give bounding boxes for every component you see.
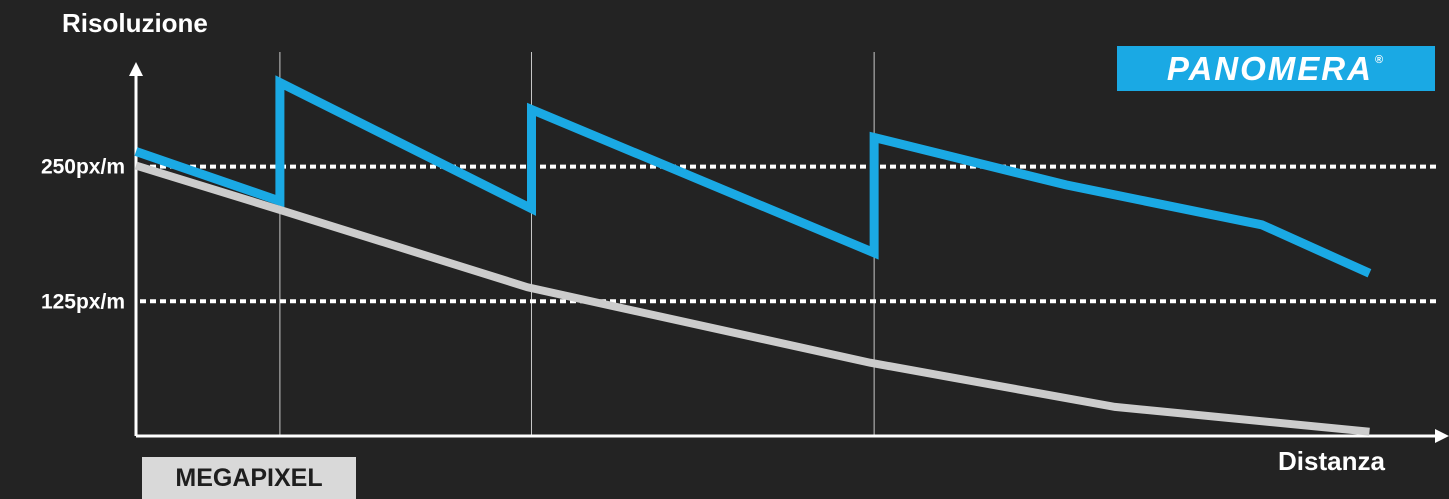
y-axis-arrow <box>129 62 143 76</box>
panomera-logo-text: PANOMERA <box>1166 49 1373 87</box>
x-axis-arrow <box>1435 429 1449 443</box>
series-line-megapixel <box>134 161 1370 436</box>
y-tick-label-2: 125px/m <box>41 290 125 313</box>
megapixel-legend-badge: MEGAPIXEL <box>142 457 356 499</box>
x-axis-title: Distanza <box>1278 446 1385 476</box>
panomera-legend-badge: PANOMERA ® <box>1117 46 1435 91</box>
series-line-panomera <box>134 75 1372 278</box>
y-axis-title: Risoluzione <box>62 8 208 38</box>
registered-mark: ® <box>1374 54 1386 66</box>
y-tick-label-1: 250px/m <box>41 156 125 179</box>
